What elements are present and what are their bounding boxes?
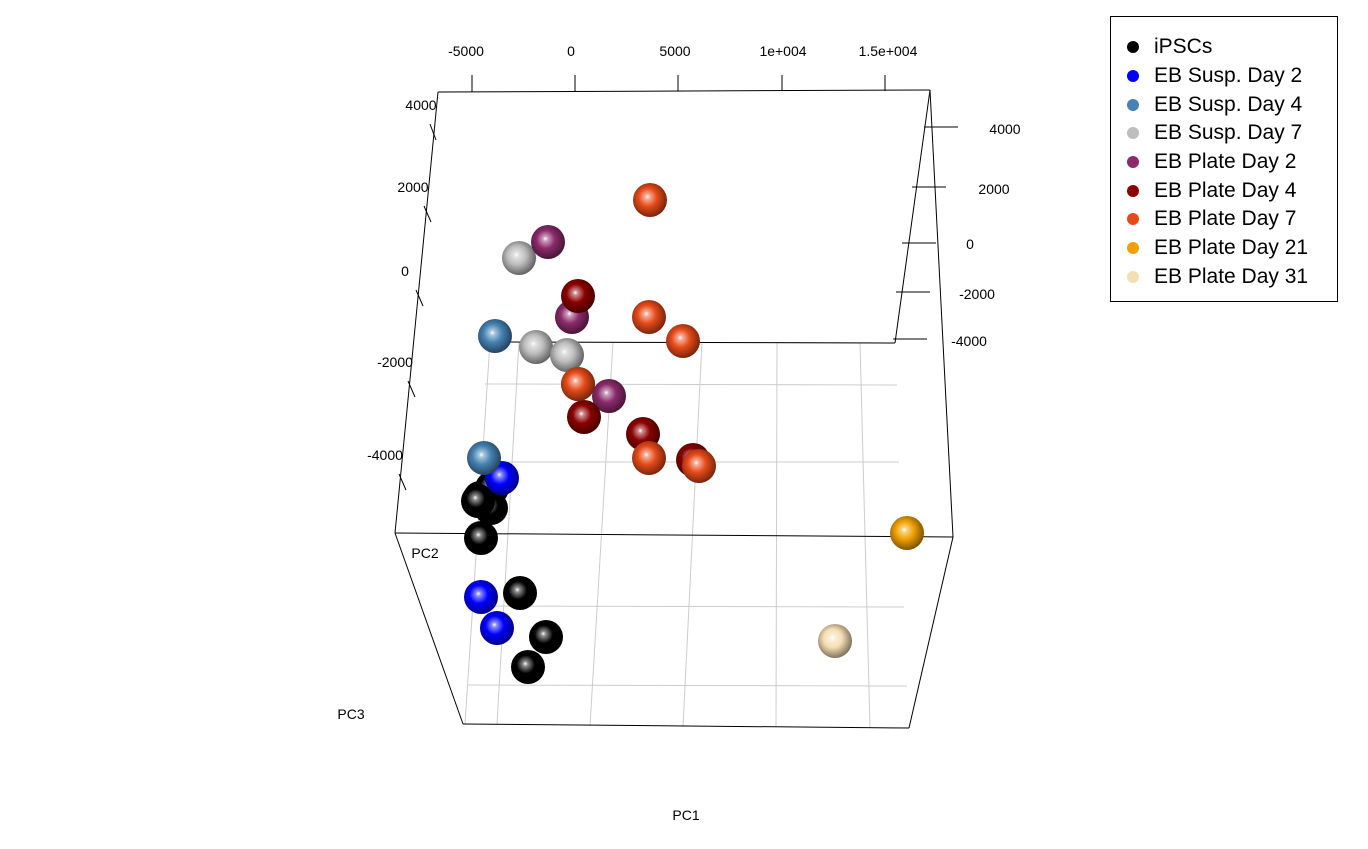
tick-label: 1e+004 [759,43,806,59]
tick-label: -2000 [959,286,995,302]
tick-label: -2000 [377,354,413,370]
data-point-eb-plate-day-2 [592,379,626,413]
grid-line [471,605,905,608]
legend-label: EB Plate Day 7 [1154,207,1297,231]
tick-label: 0 [401,263,409,279]
grid-line [484,383,898,386]
legend-swatch [1127,270,1139,283]
tick-label: 2000 [978,181,1009,197]
data-point-ipscs [529,620,563,654]
box-edge [394,532,464,725]
right-tick-labels: 4000 2000 0 -2000 -4000 [951,121,1021,349]
data-point-eb-plate-day-7 [632,300,666,334]
legend-item: EB Plate Day 2 [1111,148,1337,177]
grid-line [466,684,908,687]
tick-label: 0 [567,43,575,59]
legend-swatch [1127,98,1139,111]
grid-line [859,342,871,729]
tick-mark [407,380,416,398]
legend-swatch [1127,213,1139,226]
box-edge [437,89,931,93]
grid-line [682,341,703,728]
data-point-eb-plate-day-4 [561,279,595,313]
data-point-eb-susp-day-4 [478,319,512,353]
legend-label: iPSCs [1154,35,1213,59]
data-point-ipscs [461,484,495,518]
pc2-axis-label: PC2 [411,545,438,561]
legend-label: EB Plate Day 4 [1154,178,1297,202]
legend-item: iPSCs [1111,33,1337,62]
legend: iPSCs EB Susp. Day 2 EB Susp. Day 4 EB Susp… [1110,16,1338,302]
tick-mark [429,123,437,141]
legend-label: EB Plate Day 21 [1154,236,1309,260]
tick-label: 1.5e+004 [859,43,918,59]
grid-line [496,341,520,725]
legend-label: EB Plate Day 31 [1154,264,1309,288]
tick-label: 5000 [659,43,690,59]
legend-item: EB Plate Day 7 [1111,205,1337,234]
data-point-eb-susp-day-2 [480,611,514,645]
legend-swatch [1127,41,1139,54]
legend-swatch [1127,127,1139,140]
legend-label: EB Plate Day 2 [1154,150,1297,174]
legend-item: EB Susp. Day 2 [1111,62,1337,91]
data-point-eb-plate-day-7 [633,183,667,217]
legend-label: EB Susp. Day 2 [1154,64,1303,88]
data-point-eb-susp-day-4 [467,441,501,475]
data-point-eb-susp-day-2 [464,580,498,614]
legend-swatch [1127,156,1139,169]
left-tick-labels: 4000 2000 0 -2000 -4000 [367,97,437,463]
tick-mark [415,289,424,307]
box-edge [908,536,954,729]
data-point-ipscs [464,521,498,555]
box-edge [394,91,439,534]
legend-item: EB Susp. Day 7 [1111,119,1337,148]
tick-label: 2000 [397,179,428,195]
data-point-eb-plate-day-7 [682,449,716,483]
legend-item: EB Plate Day 21 [1111,234,1337,263]
data-point-eb-plate-day-2 [531,225,565,259]
tick-label: -5000 [448,43,484,59]
legend-item: EB Plate Day 4 [1111,176,1337,205]
data-points [461,183,924,684]
data-point-eb-susp-day-7 [550,338,584,372]
legend-item: EB Susp. Day 4 [1111,90,1337,119]
data-point-eb-plate-day-7 [561,367,595,401]
legend-swatch [1127,70,1139,83]
tick-label: 0 [966,236,974,252]
tick-label: 4000 [405,97,436,113]
top-tick-labels: -5000 0 5000 1e+004 1.5e+004 [448,43,918,59]
legend-item: EB Plate Day 31 [1111,263,1337,292]
box-edge [929,89,954,538]
data-point-eb-plate-day-31 [818,624,852,658]
grid-line [775,342,778,728]
data-point-eb-plate-day-4 [567,400,601,434]
legend-label: EB Susp. Day 7 [1154,121,1303,145]
tick-mark [398,473,407,491]
box-edge [462,723,910,729]
pc1-axis-label: PC1 [672,807,699,823]
tick-mark [423,205,432,223]
legend-label: EB Susp. Day 4 [1154,92,1303,116]
legend-swatch [1127,242,1139,255]
tick-label: -4000 [951,333,987,349]
data-point-eb-susp-day-7 [519,330,553,364]
data-point-ipscs [511,650,545,684]
box-edge [894,89,931,344]
pc3-axis-label: PC3 [337,706,364,722]
legend-swatch [1127,184,1139,197]
data-point-eb-susp-day-7 [502,241,536,275]
tick-label: -4000 [367,447,403,463]
tick-marks [398,75,958,491]
data-point-ipscs [503,576,537,610]
data-point-eb-plate-day-21 [890,516,924,550]
bounding-box [394,89,954,729]
tick-label: 4000 [989,121,1020,137]
data-point-eb-plate-day-7 [632,441,666,475]
data-point-eb-plate-day-7 [666,324,700,358]
